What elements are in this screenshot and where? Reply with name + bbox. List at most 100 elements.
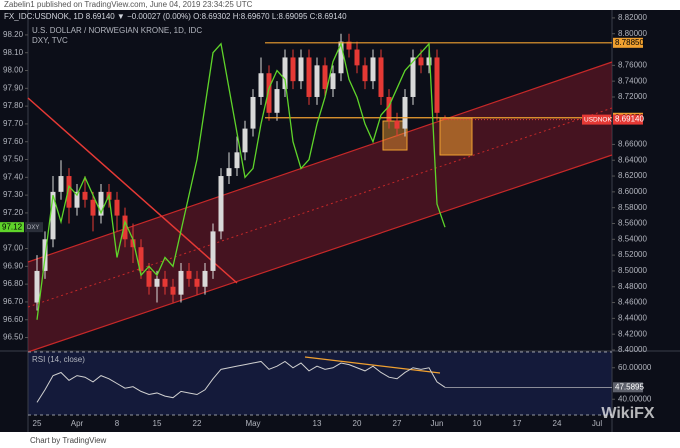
y-tick-label: 8.42000 xyxy=(618,329,647,338)
x-tick-label: 25 xyxy=(33,419,42,428)
y-tick-label: 8.72000 xyxy=(618,92,647,101)
y2-tick-label: 97.50 xyxy=(3,155,24,164)
candle-body xyxy=(394,120,400,129)
symbol-line: FX_IDC:USDNOK, 1D 8.69140 ▼ −0.00027 (0.… xyxy=(4,12,347,21)
rsi-line xyxy=(36,360,446,403)
candle-body xyxy=(370,57,376,82)
candle-body xyxy=(314,65,320,97)
legend-entry: DXY, TVC xyxy=(32,36,68,45)
y2-tick-label: 97.60 xyxy=(3,137,24,146)
y-tick-label: 8.54000 xyxy=(618,234,647,243)
last-name-label: USDNOK xyxy=(584,116,612,123)
candle-body xyxy=(274,89,280,113)
candle-body xyxy=(338,41,344,74)
x-tick-label: Jun xyxy=(431,419,444,428)
x-tick-label: Apr xyxy=(71,419,84,428)
candle-body xyxy=(122,215,128,240)
rsi-tag xyxy=(613,382,643,393)
candle-body xyxy=(114,199,120,216)
x-tick-label: 20 xyxy=(353,419,362,428)
candle-body xyxy=(354,49,360,66)
footer: Chart by TradingView xyxy=(30,436,107,445)
candle-body xyxy=(74,191,80,208)
y2-tick-label: 98.20 xyxy=(3,30,24,39)
y-tick-label: 8.66000 xyxy=(618,140,647,149)
candle-body xyxy=(194,278,200,287)
level-tag-label: 8.78850 xyxy=(615,38,644,47)
y2-tick-label: 97.30 xyxy=(3,190,24,199)
candle-body xyxy=(442,118,448,120)
candle-body xyxy=(418,57,424,66)
candle-body xyxy=(330,73,336,90)
candle-body xyxy=(218,176,224,232)
dxy-name-label: DXY xyxy=(27,225,39,231)
candle-body xyxy=(242,128,248,153)
x-tick-label: 15 xyxy=(153,419,162,428)
candle-body xyxy=(346,41,352,50)
candle-body xyxy=(210,231,216,271)
rsi-tag-label: 47.5895 xyxy=(615,382,644,391)
y2-tick-label: 97.40 xyxy=(3,172,24,181)
level-tag xyxy=(613,37,643,48)
y2-tick-label: 98.00 xyxy=(3,66,24,75)
candle-body xyxy=(162,278,168,287)
candle-body xyxy=(82,191,88,200)
y-tick-label: 8.64000 xyxy=(618,155,647,164)
plot: 25 Apr 8 15 22 May 13 20 27 Jun 10 17 24 Jul 8.82000 8.… xyxy=(0,13,652,428)
candle-body xyxy=(138,247,144,271)
y-tick-label: 8.74000 xyxy=(618,76,647,85)
y-tick-label: 8.44000 xyxy=(618,313,647,322)
y-tick-label: 8.76000 xyxy=(618,60,647,69)
rsi-divergence xyxy=(304,356,441,374)
dxy-tag-label: 97.12 xyxy=(2,222,23,231)
y-tick-label: 8.82000 xyxy=(618,13,647,22)
rsi-title: RSI (14, close) xyxy=(32,355,85,364)
candle-body xyxy=(298,57,304,82)
rsi-tick-label: 60.00000 xyxy=(618,363,652,372)
x-tick-label: 24 xyxy=(553,419,562,428)
candle-body xyxy=(250,96,256,129)
y-tick-label: 8.56000 xyxy=(618,219,647,228)
candle-body xyxy=(66,176,72,208)
y2-tick-label: 97.90 xyxy=(3,83,24,92)
y2-tick-label: 96.50 xyxy=(3,333,24,342)
candle-body xyxy=(58,176,64,192)
candle-body xyxy=(146,270,152,287)
x-tick-label: 8 xyxy=(115,419,120,428)
published: Zabelin1 published on TradingView.com, J… xyxy=(4,0,253,9)
x-tick-label: 22 xyxy=(193,419,202,428)
x-tick-label: 17 xyxy=(513,419,522,428)
candle-body xyxy=(306,57,312,97)
candle-body xyxy=(434,57,440,113)
x-tick-label: 10 xyxy=(473,419,482,428)
y-tick-label: 8.80000 xyxy=(618,29,647,38)
dxy-name-tag xyxy=(25,222,43,233)
candle-body xyxy=(322,65,328,90)
candle-body xyxy=(178,270,184,295)
chart-title: U.S. DOLLAR / NORWEGIAN KRONE, 1D, IDC xyxy=(32,26,202,35)
highlight-box xyxy=(439,117,473,156)
y2-tick-label: 97.80 xyxy=(3,101,24,110)
y-tick-label: 8.46000 xyxy=(618,298,647,307)
y2-tick-label: 96.80 xyxy=(3,279,24,288)
y-tick-label: 8.62000 xyxy=(618,171,647,180)
dxy-tag xyxy=(0,222,24,233)
y2-tick-label: 98.10 xyxy=(3,48,24,57)
candle-body xyxy=(50,191,56,240)
y-tick-label: 8.40000 xyxy=(618,345,647,354)
candle-body xyxy=(226,168,232,177)
candle-body xyxy=(34,270,40,303)
downtrend-line xyxy=(27,97,238,284)
y2-tick-label: 97.00 xyxy=(3,244,24,253)
candle-body xyxy=(426,57,432,66)
y2-tick-label: 97.20 xyxy=(3,208,24,217)
last-price-tag xyxy=(613,114,643,125)
dxy-line xyxy=(36,41,446,320)
y2-tick-label: 97.70 xyxy=(3,119,24,128)
candle-body xyxy=(90,199,96,216)
last-price-label: 8.69140 xyxy=(615,115,644,124)
candle-body xyxy=(410,57,416,97)
candle-body xyxy=(282,57,288,90)
x-tick-label: 27 xyxy=(393,419,402,428)
